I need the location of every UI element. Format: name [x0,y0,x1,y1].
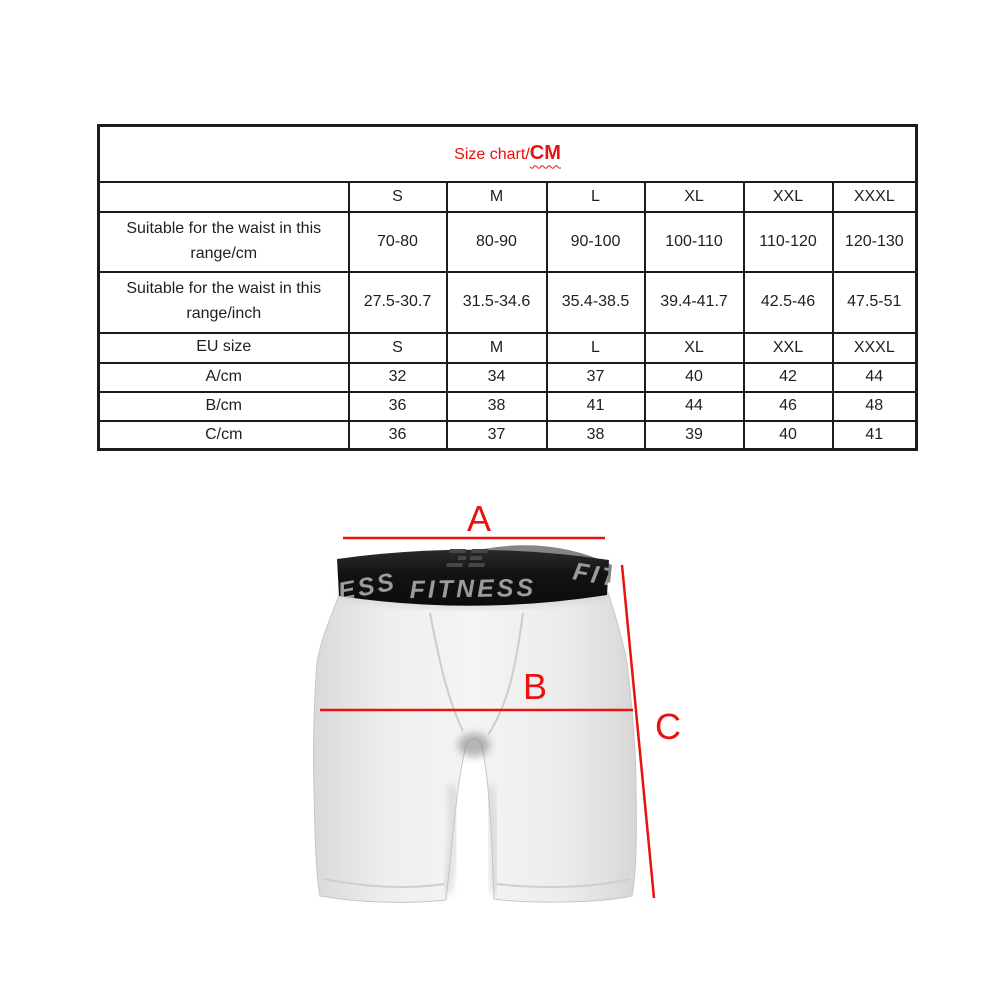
cell-value: 90-100 [545,210,646,273]
cell-value: S [347,331,448,364]
hem-line-right [496,878,631,888]
cell-value: 48 [831,390,918,422]
cell-value: 44 [643,390,745,422]
row-label-c-cm: C/cm [97,419,350,451]
cell-value: XXL [742,331,834,364]
cell-value: 110-120 [742,210,834,273]
front-seam-right [487,612,524,736]
cell-value: 27.5-30.7 [347,270,448,334]
inner-thigh-shadow-left [443,784,458,894]
col-header-xl: XL [643,180,745,213]
cell-value: 120-130 [831,210,918,273]
table-row: Suitable for the waist in this range/inc… [97,270,918,334]
cell-value: 32 [347,361,448,393]
cell-value: 39 [643,419,745,451]
size-chart-title-text: Size chart/ [454,146,530,164]
table-row: EU size S M L XL XXL XXXL [97,331,918,364]
cell-value: XXXL [831,331,918,364]
measure-label-b: B [523,666,547,707]
size-chart-title-unit: CM [529,142,561,165]
front-seam-left [429,612,464,732]
row-label-a-cm: A/cm [97,361,350,393]
inner-thigh-shadow-right [486,784,499,894]
cell-value: 100-110 [643,210,745,273]
col-header-xxl: XXL [742,180,834,213]
cell-value: 41 [831,419,918,451]
row-label-waist-cm: Suitable for the waist in this range/cm [97,210,350,273]
waistband [337,549,609,606]
cell-value: 40 [742,419,834,451]
table-row: A/cm 32 34 37 40 42 44 [97,361,918,393]
measure-label-a: A [467,498,491,539]
hem-line-left [322,878,445,888]
col-header-xxxl: XXXL [831,180,918,213]
cell-value: 35.4-38.5 [545,270,646,334]
shorts-body [312,592,637,903]
cell-value: 36 [347,419,448,451]
cell-value: 34 [445,361,548,393]
cell-value: 42 [742,361,834,393]
cell-value: 39.4-41.7 [643,270,745,334]
cell-value: 37 [445,419,548,451]
table-row: C/cm 36 37 38 39 40 41 [97,419,918,451]
crotch-shadow [458,733,490,757]
waistband-text-center: FITNESS [409,574,536,604]
measure-label-c: C [655,706,681,747]
col-header-m: M [445,180,548,213]
col-header-s: S [347,180,448,213]
cell-value: 38 [545,419,646,451]
table-row: B/cm 36 38 41 44 46 48 [97,390,918,422]
cell-value: 80-90 [445,210,548,273]
col-header-blank [97,180,350,213]
shorts-measurement-diagram: FITNESS FITNESS FITNESS A B C [312,498,681,903]
cell-value: 70-80 [347,210,448,273]
row-label-waist-inch: Suitable for the waist in this range/inc… [97,270,350,334]
cell-value: 44 [831,361,918,393]
cell-value: 41 [545,390,646,422]
table-row: Suitable for the waist in this range/cm … [97,210,918,273]
cell-value: 47.5-51 [831,270,918,334]
measure-line-c [620,564,656,899]
row-label-b-cm: B/cm [97,390,350,422]
table-title-row: Size chart/CM [97,124,918,183]
size-chart-table: Size chart/CM S M L XL XXL XXXL Suitable… [97,124,919,451]
cell-value: L [545,331,646,364]
size-chart-title: Size chart/CM [97,124,918,183]
cell-value: 37 [545,361,646,393]
table-header-row: S M L XL XXL XXXL [97,180,918,213]
cell-value: 40 [643,361,745,393]
cell-value: 36 [347,390,448,422]
cell-value: 38 [445,390,548,422]
cell-value: 42.5-46 [742,270,834,334]
cell-value: 46 [742,390,834,422]
cell-value: XL [643,331,745,364]
brand-emblem-icon [446,549,488,567]
cell-value: 31.5-34.6 [445,270,548,334]
col-header-l: L [545,180,646,213]
row-label-eu-size: EU size [97,331,350,364]
cell-value: M [445,331,548,364]
